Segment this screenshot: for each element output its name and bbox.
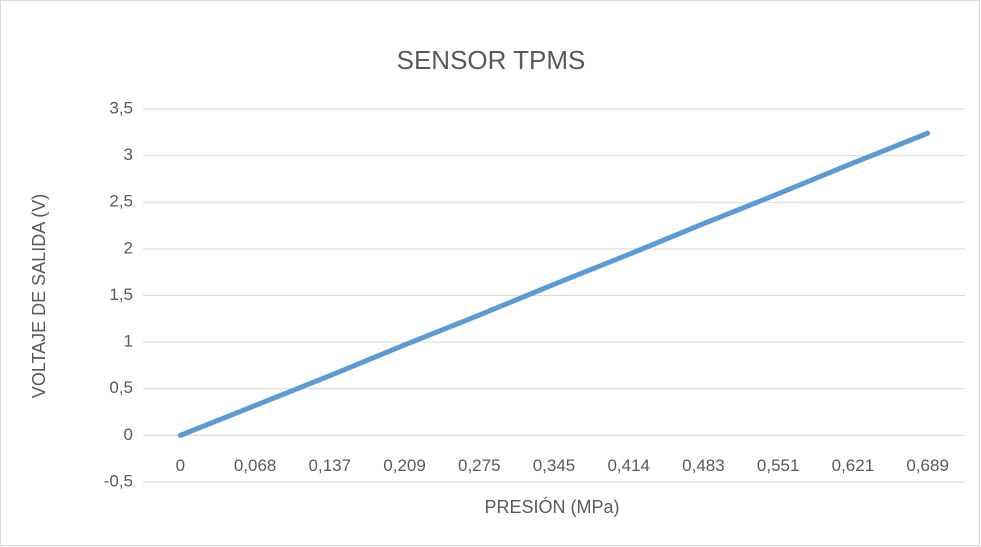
y-tick-label: 0,5 xyxy=(109,378,133,397)
x-tick-label: 0,137 xyxy=(309,456,352,475)
x-tick-label: 0,689 xyxy=(906,456,949,475)
chart-title: SENSOR TPMS xyxy=(397,45,586,75)
y-axis-title: VOLTAJE DE SALIDA (V) xyxy=(29,194,49,398)
x-tick-label: 0,209 xyxy=(383,456,426,475)
x-axis-title: PRESIÓN (MPa) xyxy=(484,496,619,517)
x-tick-label: 0,414 xyxy=(607,456,650,475)
y-tick-label: -0,5 xyxy=(104,471,133,490)
x-tick-label: 0,483 xyxy=(682,456,725,475)
y-tick-label: 0 xyxy=(124,425,133,444)
y-tick-label: 2,5 xyxy=(109,192,133,211)
x-tick-label: 0,068 xyxy=(234,456,277,475)
y-tick-label: 3,5 xyxy=(109,98,133,117)
y-tick-label: 3 xyxy=(124,145,133,164)
y-tick-label: 1 xyxy=(124,332,133,351)
x-tick-label: 0,621 xyxy=(832,456,875,475)
x-tick-label: 0 xyxy=(176,456,185,475)
x-tick-label: 0,551 xyxy=(757,456,800,475)
x-tick-label: 0,345 xyxy=(533,456,576,475)
y-tick-label: 2 xyxy=(124,238,133,257)
x-tick-label: 0,275 xyxy=(458,456,501,475)
data-line xyxy=(177,130,931,438)
y-tick-label: 1,5 xyxy=(109,285,133,304)
